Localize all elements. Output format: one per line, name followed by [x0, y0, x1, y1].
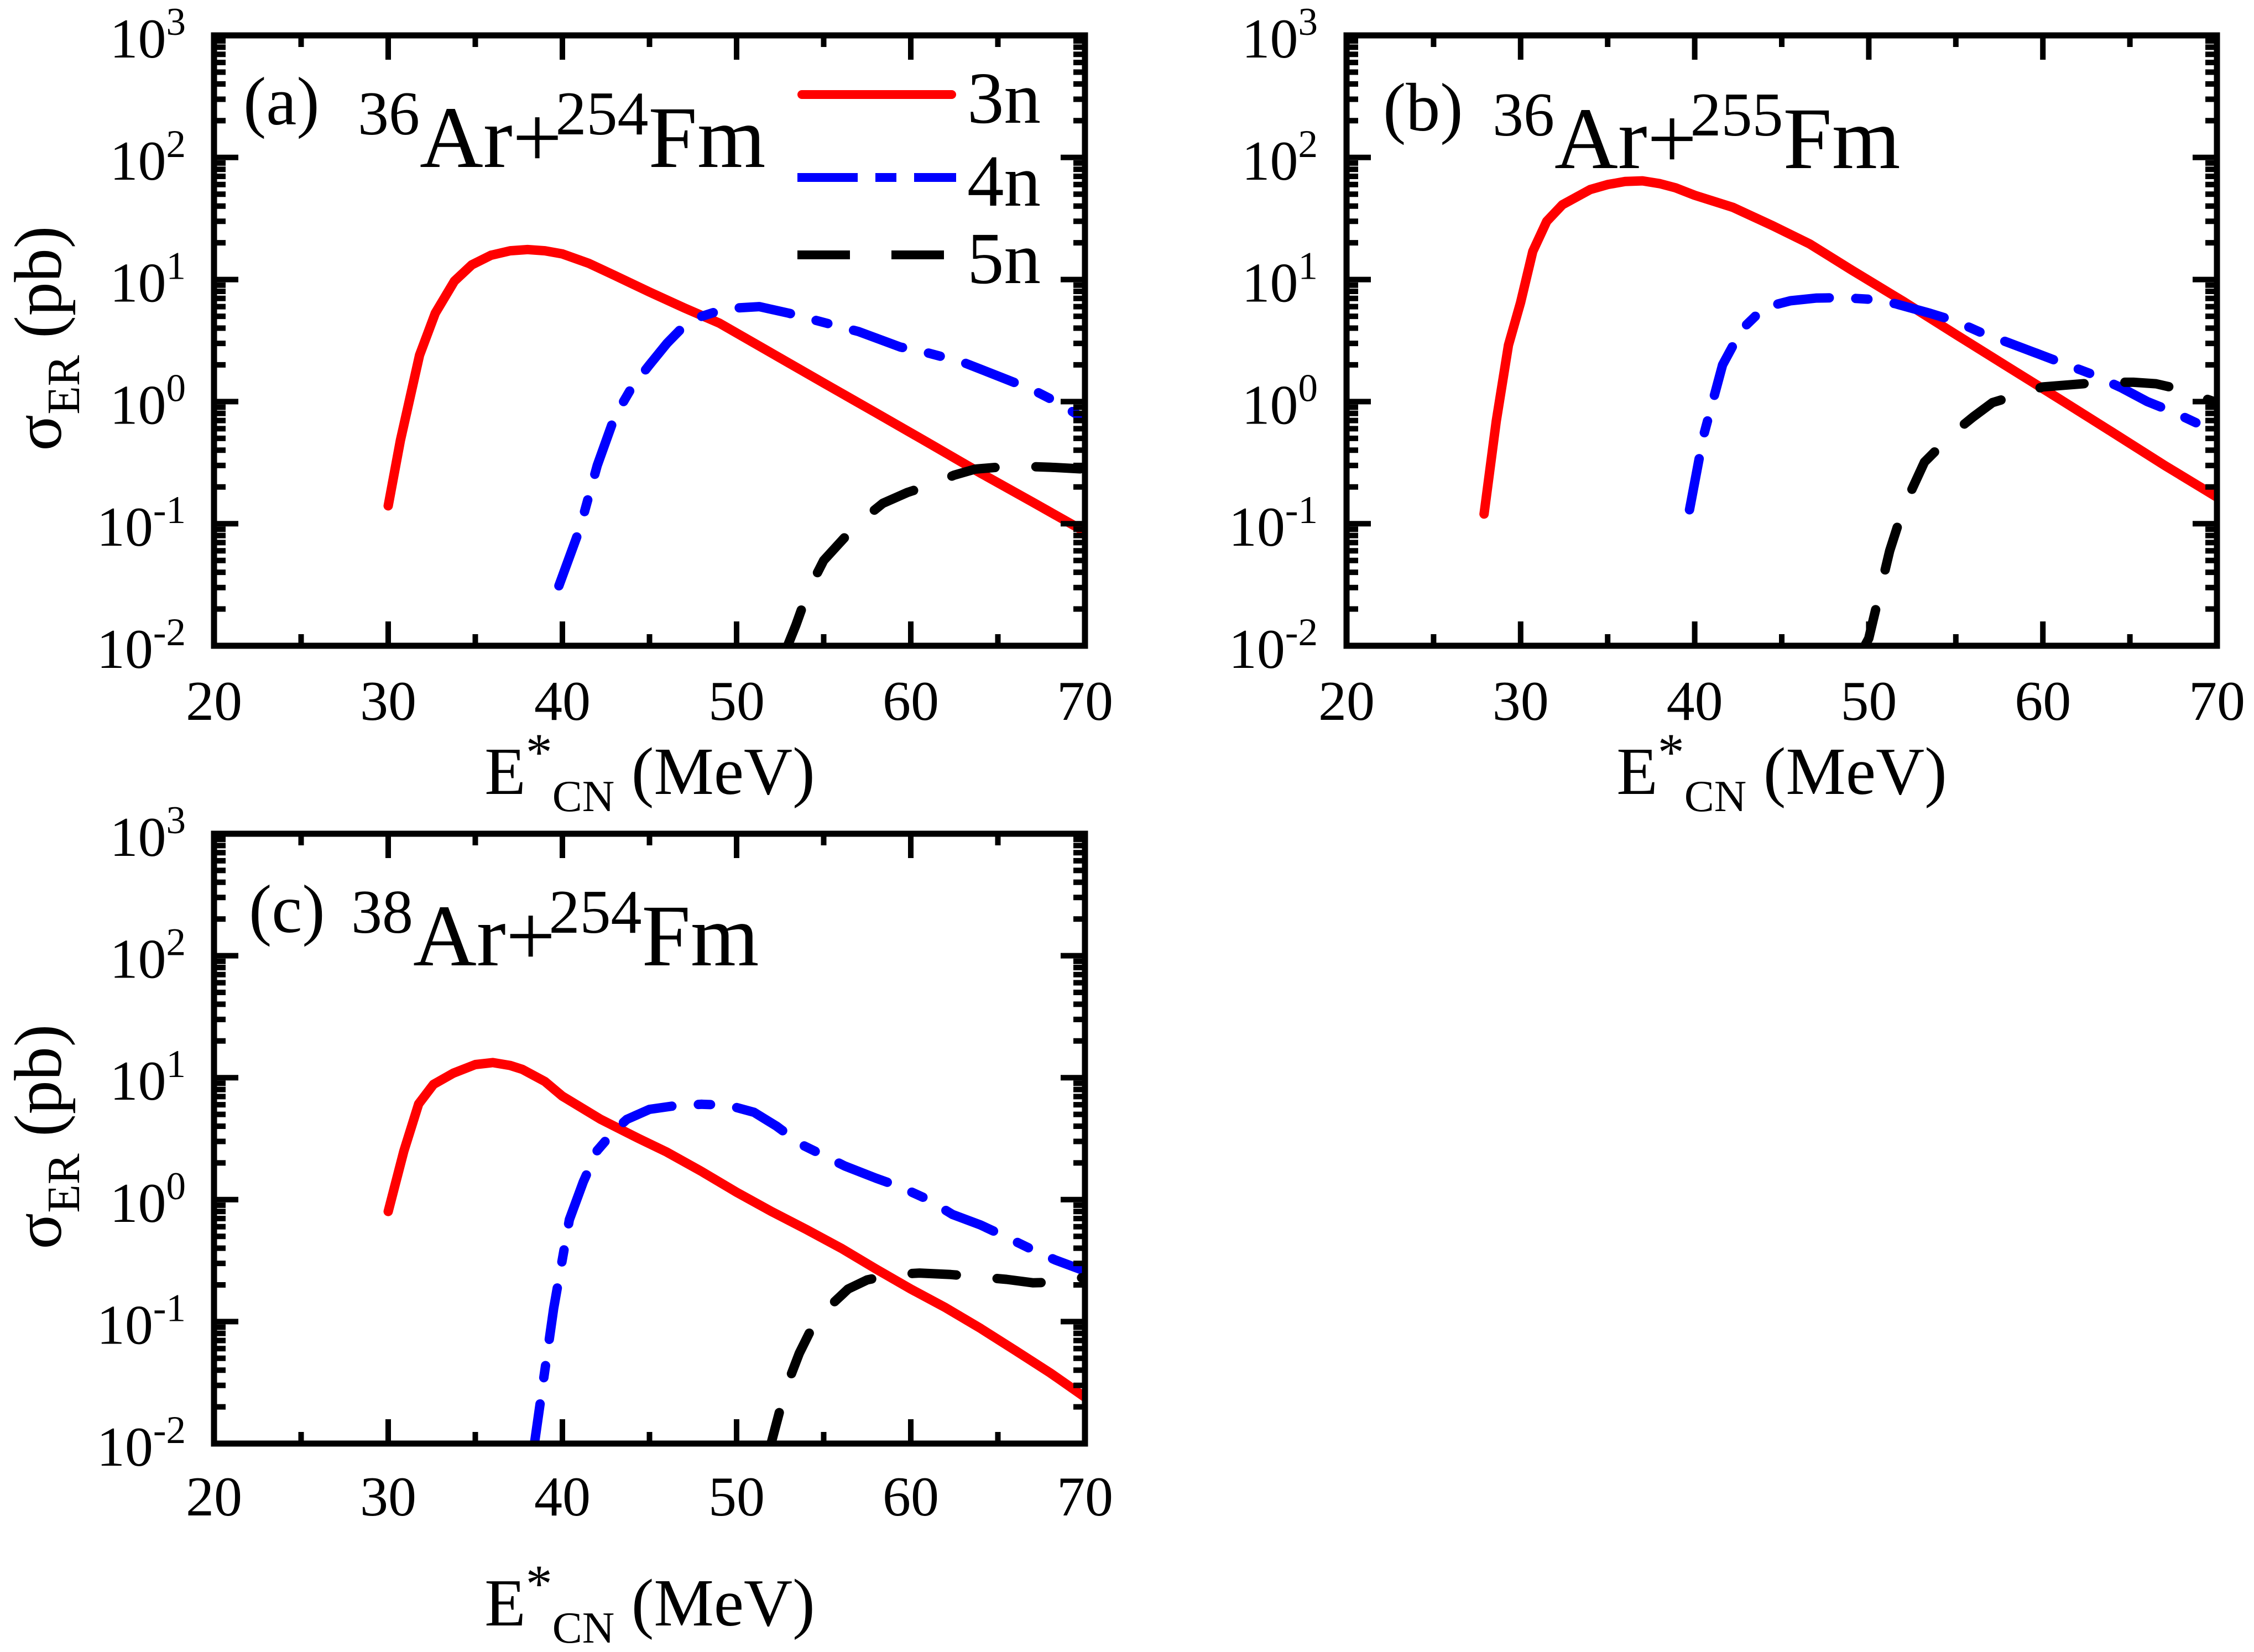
svg-text:3n: 3n	[967, 57, 1041, 139]
svg-text:36Ar+254Fm: 36Ar+254Fm	[358, 80, 766, 186]
svg-text:E*CN (MeV): E*CN (MeV)	[484, 723, 815, 821]
svg-text:102: 102	[110, 123, 186, 192]
svg-text:100: 100	[110, 367, 186, 436]
svg-text:10-2: 10-2	[97, 611, 186, 681]
svg-text:10-1: 10-1	[97, 489, 186, 558]
svg-text:10-2: 10-2	[1229, 611, 1318, 681]
svg-text:(b): (b)	[1383, 70, 1463, 145]
svg-text:(a): (a)	[243, 64, 320, 139]
svg-text:102: 102	[110, 921, 186, 991]
svg-text:101: 101	[110, 1043, 186, 1112]
svg-text:10-1: 10-1	[1229, 489, 1318, 558]
svg-text:50: 50	[1840, 670, 1897, 733]
svg-text:20: 20	[1318, 670, 1375, 733]
svg-text:100: 100	[110, 1165, 186, 1235]
svg-text:40: 40	[534, 670, 591, 733]
svg-text:40: 40	[534, 1466, 591, 1528]
svg-text:70: 70	[1057, 670, 1113, 733]
svg-text:70: 70	[2189, 670, 2245, 733]
svg-text:30: 30	[360, 1466, 416, 1528]
svg-text:70: 70	[1057, 1466, 1113, 1528]
svg-text:36Ar+255Fm: 36Ar+255Fm	[1493, 81, 1901, 187]
svg-text:102: 102	[1242, 123, 1318, 192]
svg-text:σER (pb): σER (pb)	[1, 226, 90, 451]
svg-text:103: 103	[110, 1, 186, 70]
svg-text:(c): (c)	[249, 871, 325, 947]
svg-text:20: 20	[186, 670, 242, 733]
svg-text:100: 100	[1242, 367, 1318, 436]
svg-text:E*CN (MeV): E*CN (MeV)	[1616, 723, 1947, 821]
svg-text:50: 50	[708, 670, 765, 733]
svg-text:4n: 4n	[967, 140, 1041, 222]
svg-text:38Ar+254Fm: 38Ar+254Fm	[351, 878, 759, 985]
svg-text:20: 20	[186, 1466, 242, 1528]
svg-text:60: 60	[883, 1466, 939, 1528]
svg-text:101: 101	[1242, 245, 1318, 315]
svg-text:5n: 5n	[967, 217, 1041, 299]
svg-text:E*CN (MeV): E*CN (MeV)	[484, 1554, 815, 1652]
svg-text:40: 40	[1667, 670, 1723, 733]
svg-text:103: 103	[1242, 1, 1318, 70]
svg-text:60: 60	[2015, 670, 2071, 733]
svg-text:60: 60	[883, 670, 939, 733]
svg-text:10-1: 10-1	[97, 1287, 186, 1356]
svg-text:103: 103	[110, 799, 186, 869]
svg-text:10-2: 10-2	[97, 1409, 186, 1478]
svg-text:30: 30	[360, 670, 416, 733]
svg-text:30: 30	[1493, 670, 1549, 733]
svg-text:50: 50	[708, 1466, 765, 1528]
svg-text:σER (pb): σER (pb)	[1, 1024, 90, 1250]
svg-text:101: 101	[110, 245, 186, 315]
